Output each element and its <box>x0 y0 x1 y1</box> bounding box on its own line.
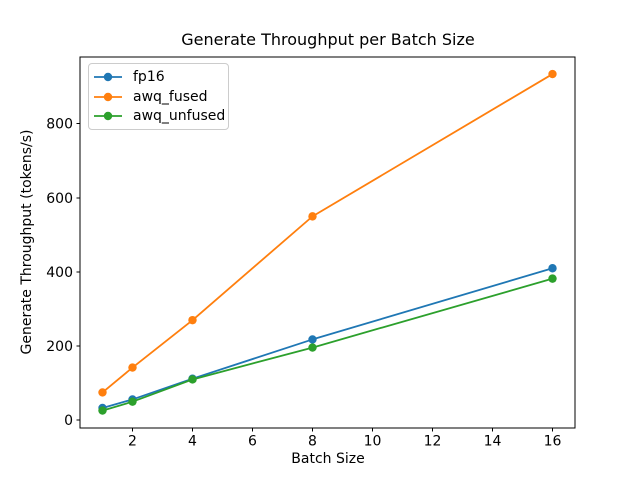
legend-label-awq_unfused: awq_unfused <box>133 108 226 125</box>
y-tick-label: 800 <box>46 117 73 133</box>
x-tick-label: 4 <box>188 434 197 450</box>
data-point-awq_unfused <box>548 274 557 283</box>
y-tick-label: 400 <box>46 265 73 281</box>
axes-frame <box>79 56 576 429</box>
y-axis-label: Generate Throughput (tokens/s) <box>19 129 35 355</box>
x-tick-label: 8 <box>308 434 317 450</box>
legend-label-fp16: fp16 <box>133 68 165 85</box>
legend-item-awq_unfused: awq_unfused <box>93 106 226 126</box>
y-tick-label: 200 <box>46 339 73 355</box>
y-tick-label: 600 <box>46 191 73 207</box>
legend-line-sample-awq_fused <box>94 92 122 101</box>
data-point-awq_fused <box>128 363 137 372</box>
data-point-awq_fused <box>98 388 107 397</box>
x-tick-label: 6 <box>248 434 257 450</box>
data-point-awq_fused <box>548 69 557 79</box>
data-point-awq_unfused <box>128 397 137 406</box>
x-tick-label: 12 <box>424 434 442 450</box>
legend: fp16 awq_fused awq_unfused <box>88 63 229 130</box>
x-axis-label: Batch Size <box>291 451 365 467</box>
legend-line-sample-awq_unfused <box>94 111 122 121</box>
legend-line-sample-fp16 <box>94 72 122 82</box>
x-tick-label: 10 <box>364 434 382 450</box>
y-tick-label: 0 <box>64 413 73 429</box>
legend-item-awq_fused: awq_fused <box>93 87 224 107</box>
data-point-awq_unfused <box>188 375 197 384</box>
legend-label-awq_fused: awq_fused <box>133 88 208 105</box>
data-point-awq_unfused <box>98 406 107 415</box>
data-point-fp16 <box>548 264 557 273</box>
legend-item-fp16: fp16 <box>93 67 224 87</box>
data-point-awq_fused <box>188 315 197 325</box>
data-point-fp16 <box>308 335 317 344</box>
x-tick-label: 14 <box>484 434 502 450</box>
x-tick-label: 16 <box>544 434 562 450</box>
chart-title: Generate Throughput per Batch Size <box>181 30 475 49</box>
data-point-awq_fused <box>308 212 317 221</box>
x-tick-label: 2 <box>128 434 137 450</box>
data-point-awq_unfused <box>308 343 317 352</box>
series-line-awq_unfused <box>101 277 554 412</box>
